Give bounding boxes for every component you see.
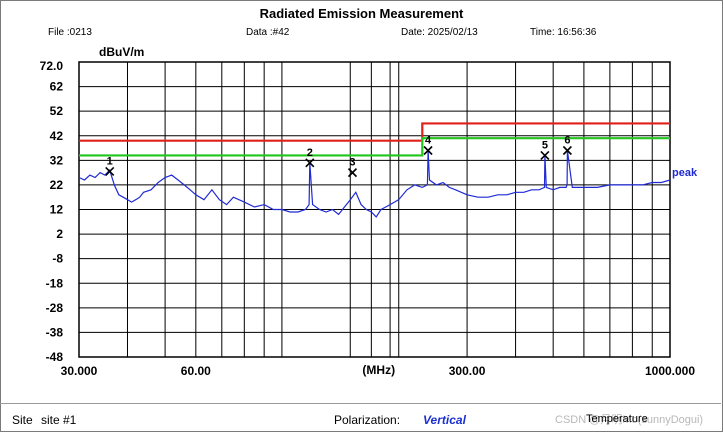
measurement-time: Time: 16:56:36	[530, 27, 597, 38]
data-id: Data :#42	[246, 27, 290, 38]
y-tick-label: -38	[46, 325, 64, 339]
watermark: CSDN @月明Mo(sunnyDogui)	[555, 414, 704, 426]
marker-label: 5	[542, 139, 548, 151]
marker-x	[347, 168, 358, 178]
marker-5: 5	[540, 139, 550, 160]
marker-x	[540, 150, 550, 160]
y-tick-label: 32	[50, 153, 64, 167]
marker-2: 2	[305, 147, 315, 168]
peak-trace	[78, 150, 671, 218]
y-tick-label: 72.0	[40, 59, 64, 73]
limit-line-green	[79, 137, 670, 157]
polarization-label: Polarization:	[334, 413, 401, 427]
y-tick-label: 12	[50, 203, 64, 217]
marker-1: 1	[105, 155, 115, 176]
x-tick-label: 30.000	[61, 364, 98, 378]
marker-6: 6	[562, 135, 572, 156]
marker-x	[105, 166, 115, 176]
marker-label: 2	[307, 147, 313, 159]
plot-border	[78, 61, 671, 358]
marker-label: 1	[107, 155, 113, 167]
x-tick-label: 60.00	[181, 364, 211, 378]
x-tick-label: 1000.000	[645, 364, 695, 378]
y-tick-label: -48	[46, 350, 64, 364]
y-tick-label: 2	[56, 227, 63, 241]
temperature-label: Temperature	[586, 413, 648, 425]
x-axis-label: (MHz)	[362, 363, 395, 377]
measurement-date: Date: 2025/02/13	[401, 27, 478, 38]
marker-x	[423, 145, 433, 156]
limit-line-red	[79, 122, 670, 142]
footer-divider	[0, 403, 721, 404]
y-tick-label: -8	[52, 252, 63, 266]
x-tick-label: 300.00	[449, 364, 486, 378]
y-tick-label: -18	[46, 276, 64, 290]
series-label-peak: peak	[672, 167, 698, 179]
site-value: site #1	[41, 413, 77, 427]
site-label: Site	[12, 413, 33, 427]
y-axis-label: dBuV/m	[99, 45, 144, 59]
marker-4: 4	[423, 135, 433, 156]
marker-label: 6	[564, 135, 570, 147]
marker-label: 3	[349, 157, 355, 169]
polarization-value: Vertical	[423, 413, 466, 427]
y-tick-label: 52	[50, 104, 64, 118]
y-tick-label: 42	[50, 129, 64, 143]
y-tick-label: -28	[46, 301, 64, 315]
marker-x	[562, 145, 572, 156]
y-tick-label: 62	[50, 80, 64, 94]
file-id: File :0213	[48, 27, 92, 38]
chart-title: Radiated Emission Measurement	[259, 6, 464, 21]
marker-x	[305, 158, 315, 168]
marker-3: 3	[347, 157, 358, 178]
marker-label: 4	[425, 135, 432, 147]
y-tick-label: 22	[50, 178, 64, 192]
